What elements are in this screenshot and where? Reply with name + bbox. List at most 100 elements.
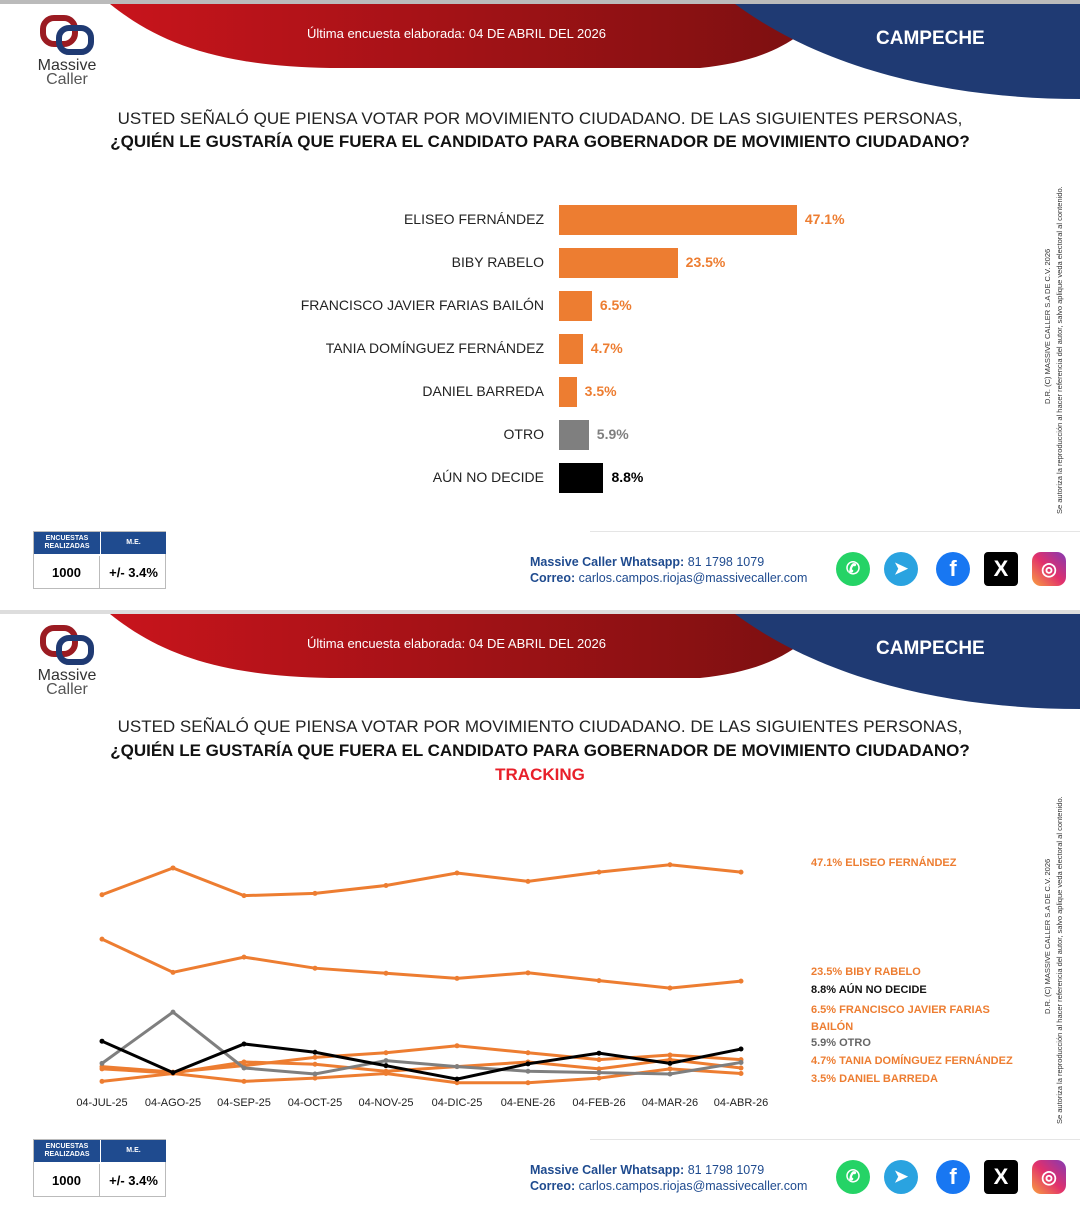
stats-box: ENCUESTAS REALIZADAS M.E. 1000 +/- 3.4% (33, 1139, 166, 1197)
x-icon[interactable]: X (984, 552, 1018, 586)
bar (559, 205, 797, 235)
contact-info: Massive Caller Whatsapp: 81 1798 1079 Co… (530, 1162, 807, 1194)
question-line-2: ¿QUIÉN LE GUSTARÍA QUE FUERA EL CANDIDAT… (110, 741, 970, 760)
data-point (170, 1009, 176, 1015)
whatsapp-number[interactable]: 81 1798 1079 (687, 1163, 765, 1177)
tracking-line-chart (99, 862, 744, 1086)
data-point (383, 1071, 389, 1077)
data-point (738, 1071, 744, 1077)
whatsapp-icon[interactable]: ✆ (836, 552, 870, 586)
email-label: Correo: (530, 1179, 576, 1193)
tracking-panel: Massive Caller Última encuesta elaborada… (0, 610, 1080, 1212)
bar-label: AÚN NO DECIDE (432, 469, 544, 485)
series-line (101, 1010, 742, 1076)
series-line (101, 937, 742, 990)
facebook-icon[interactable]: f (936, 552, 970, 586)
legend-item: 8.8% AÚN NO DECIDE (811, 984, 927, 996)
question-line-1: USTED SEÑALÓ QUE PIENSA VOTAR POR MOVIMI… (117, 717, 963, 736)
data-point (312, 1054, 318, 1060)
bar (559, 463, 604, 493)
data-point (596, 1050, 602, 1056)
data-point (738, 1059, 744, 1065)
data-point (383, 970, 389, 976)
data-point (525, 1050, 531, 1056)
state-title: CAMPECHE (876, 28, 985, 49)
data-point (596, 869, 602, 875)
telegram-icon[interactable]: ➤ (884, 1160, 918, 1194)
data-point (738, 978, 744, 984)
legend-item: 23.5% BIBY RABELO (811, 966, 921, 978)
reproduction-notice: Se autoriza la reproducción al hacer ref… (1055, 186, 1064, 514)
bar-label: DANIEL BARREDA (422, 383, 544, 399)
email-link[interactable]: carlos.campos.riojas@massivecaller.com (578, 1179, 808, 1193)
facebook-icon[interactable]: f (936, 1160, 970, 1194)
data-point (454, 1076, 460, 1082)
instagram-icon[interactable]: ◎ (1032, 1160, 1066, 1194)
data-point (312, 965, 318, 971)
data-point (525, 1080, 531, 1086)
x-icon[interactable]: X (984, 1160, 1018, 1194)
footer-divider (590, 1139, 1080, 1140)
data-point (596, 1066, 602, 1072)
tracking-title: TRACKING (495, 765, 585, 784)
me-label: M.E. (101, 532, 166, 554)
question-line-2: ¿QUIÉN LE GUSTARÍA QUE FUERA EL CANDIDAT… (110, 132, 970, 151)
series-line (101, 1039, 742, 1081)
massive-caller-logo: Massive Caller (30, 624, 104, 704)
surveys-label: ENCUESTAS REALIZADAS (34, 532, 100, 554)
data-point (667, 1057, 673, 1063)
x-tick-label: 04-JUL-25 (76, 1097, 128, 1109)
bar-value: 47.1% (804, 211, 845, 227)
last-survey-date: Última encuesta elaborada: 04 DE ABRIL D… (307, 26, 606, 41)
data-point (525, 1061, 531, 1067)
data-point (667, 1071, 673, 1077)
data-point (667, 985, 673, 991)
header-banner (110, 614, 1080, 709)
data-point (99, 1078, 105, 1084)
contact-info: Massive Caller Whatsapp: 81 1798 1079 Co… (530, 554, 807, 586)
data-point (454, 1064, 460, 1070)
header-banner (110, 4, 1080, 99)
logo-icon (40, 625, 94, 665)
data-point (525, 1068, 531, 1074)
data-point (241, 1078, 247, 1084)
whatsapp-number[interactable]: 81 1798 1079 (687, 555, 765, 569)
state-title: CAMPECHE (876, 638, 985, 659)
data-point (454, 870, 460, 876)
bar-label: FRANCISCO JAVIER FARIAS BAILÓN (300, 297, 544, 313)
telegram-icon[interactable]: ➤ (884, 552, 918, 586)
data-point (525, 878, 531, 884)
data-point (312, 1061, 318, 1067)
data-point (383, 1063, 389, 1069)
data-point (383, 882, 389, 888)
bar-value: 3.5% (584, 383, 617, 399)
data-point (596, 1075, 602, 1081)
stats-box: ENCUESTAS REALIZADAS M.E. 1000 +/- 3.4% (33, 531, 166, 589)
data-point (738, 869, 744, 875)
data-point (99, 936, 105, 942)
bar (559, 248, 678, 278)
email-link[interactable]: carlos.campos.riojas@massivecaller.com (578, 571, 808, 585)
logo-text-1: Massive (37, 667, 97, 684)
instagram-icon[interactable]: ◎ (1032, 552, 1066, 586)
data-point (99, 1060, 105, 1066)
data-point (241, 1041, 247, 1047)
surveys-value: 1000 (34, 556, 100, 588)
data-point (596, 1057, 602, 1063)
whatsapp-icon[interactable]: ✆ (836, 1160, 870, 1194)
legend-item: 4.7% TANIA DOMÍNGUEZ FERNÁNDEZ (811, 1055, 1013, 1067)
question-line-1: USTED SEÑALÓ QUE PIENSA VOTAR POR MOVIMI… (117, 109, 963, 128)
bar-value: 4.7% (590, 340, 623, 356)
me-label: M.E. (101, 1140, 166, 1162)
bar (559, 377, 577, 407)
data-point (596, 978, 602, 984)
data-point (596, 1070, 602, 1076)
legend-item: 6.5% FRANCISCO JAVIER FARIAS BAILÓN (811, 1004, 990, 1033)
data-point (738, 1065, 744, 1071)
bar-label: TANIA DOMÍNGUEZ FERNÁNDEZ (325, 340, 544, 356)
legend-item: 47.1% ELISEO FERNÁNDEZ (811, 857, 957, 869)
x-tick-label: 04-ENE-26 (500, 1097, 556, 1109)
data-point (241, 1059, 247, 1065)
bar-value: 23.5% (685, 254, 726, 270)
data-point (312, 1049, 318, 1055)
